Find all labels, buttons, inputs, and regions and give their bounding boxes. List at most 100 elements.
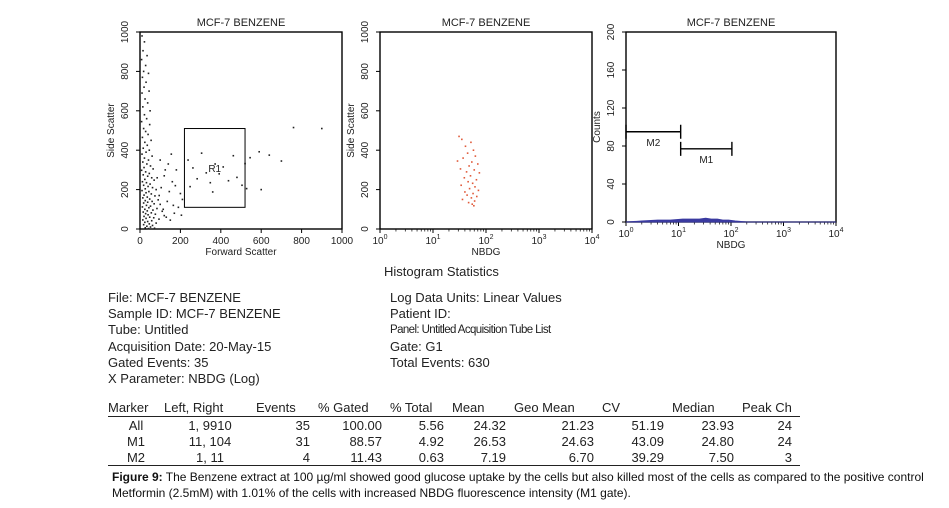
data-point [146,220,149,223]
data-point [149,110,151,112]
y-tick-label: 160 [606,61,617,78]
stats-header-row: Marker Left, Right Events % Gated % Tota… [108,399,800,417]
patient-id-line: Patient ID: [390,306,451,322]
table-row: All 1, 9910 35 100.00 5.56 24.32 21.23 5… [108,417,800,434]
y-tick-label: 600 [120,102,131,119]
y-tick-label: 120 [606,99,617,116]
cell-mean: 26.53 [473,433,506,449]
data-point [155,222,157,224]
gated-events-line: Gated Events: 35 [108,354,209,370]
data-point [458,135,460,138]
gate-r1-region [183,128,246,208]
data-point [144,212,147,215]
data-point [145,204,148,207]
x-tick-label: 0 [137,236,143,247]
y-tick-label: 200 [120,181,131,198]
data-point [468,165,470,167]
data-point [143,166,145,169]
caption-text: The Benzene extract at 100 µg/ml showed … [112,470,924,500]
data-point [174,184,177,187]
marker-label: M2 [646,138,660,149]
cell-left-right: 11, 104 [188,433,232,449]
data-point [149,205,152,207]
cell-geo-mean: 6.70 [514,449,602,466]
data-point [464,145,467,148]
data-point [153,227,156,230]
data-point [144,130,147,133]
table-row: M2 1, 11 4 11.43 0.63 7.19 6.70 39.29 7.… [108,449,800,466]
data-point [146,54,148,57]
file-line: File: MCF-7 BENZENE [108,290,241,305]
data-point [473,204,475,207]
data-point [154,195,156,197]
y-axis-label: Counts [592,111,603,143]
data-point [466,194,468,196]
data-point [474,155,477,157]
data-point [153,202,155,205]
data-point [151,186,154,189]
data-point [144,178,146,181]
total-events-line: Total Events: 630 [390,354,490,370]
cell-mean: 7.19 [452,449,514,466]
y-tick-label: 80 [606,140,617,152]
data-point [467,180,469,183]
data-point [144,171,147,173]
x-tick-label: 102 [723,227,738,240]
x-axis-label: Forward Scatter [205,247,277,258]
data-point [473,200,476,202]
data-point [463,176,466,179]
data-point [471,203,474,205]
data-point [470,197,473,199]
marker-label: M1 [699,155,713,166]
col-peak-ch: Peak Ch [742,399,800,417]
y-tick-label: 200 [360,181,371,198]
data-point [141,136,144,139]
col-left-right: Left, Right [164,399,256,417]
col-mean: Mean [452,399,514,417]
cell-marker: All [128,417,144,433]
col-percent-total: % Total [390,399,452,417]
cell-percent-total: 4.92 [418,433,444,449]
data-point [153,179,155,181]
data-point [187,159,189,161]
data-point [147,185,149,188]
data-point [142,211,145,213]
cell-percent-gated: 11.43 [318,449,390,466]
data-point [147,159,150,161]
data-point [179,192,182,195]
data-point [468,187,471,190]
data-point [144,199,147,202]
acquisition-date-line: Acquisition Date: 20-May-15 [108,338,272,354]
col-median: Median [672,399,742,417]
data-point [477,189,480,192]
y-tick-label: 400 [120,141,131,158]
data-point [154,213,157,216]
data-point [149,165,152,167]
data-point [151,224,154,227]
data-point [156,207,158,210]
tube-line: Tube: Untitled [108,322,189,338]
data-point [147,227,150,230]
data-point [148,172,151,175]
data-point [151,155,153,157]
cell-mean: 24.32 [473,417,506,433]
sample-id-line: Sample ID: MCF-7 BENZENE [108,306,281,322]
x-tick-label: 103 [776,227,791,240]
data-point [146,175,149,178]
data-point [227,179,230,182]
data-point [292,126,295,129]
data-point [142,184,145,187]
data-point [144,64,147,67]
data-point [147,214,149,216]
y-tick-label: 1000 [360,20,371,43]
data-point [145,151,147,153]
table-row: M1 11, 104 31 88.57 4.92 26.53 24.63 43.… [108,433,800,449]
data-point [140,58,143,61]
data-point [258,150,260,153]
cell-cv: 43.09 [631,433,664,449]
data-point [472,192,474,195]
data-point [143,157,146,159]
y-axis-label: Side Scatter [346,103,357,158]
data-point [146,144,149,147]
